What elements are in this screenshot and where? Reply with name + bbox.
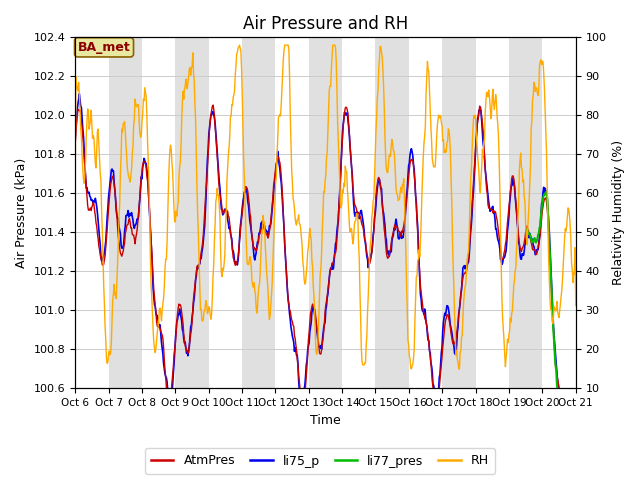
Bar	[576, 37, 609, 388]
AtmPres	[71, 142, 79, 147]
RH	[81, 180, 88, 186]
X-axis label: Time: Time	[310, 414, 341, 427]
li77_pres	[543, 189, 550, 194]
Bar	[109, 37, 142, 388]
li77_pres	[522, 228, 530, 233]
li75_p	[184, 348, 191, 354]
Line: li75_p: li75_p	[75, 94, 576, 480]
li75_p	[76, 91, 83, 96]
AtmPres	[387, 247, 394, 252]
RH	[387, 154, 394, 159]
li75_p	[132, 220, 140, 226]
Bar	[376, 37, 409, 388]
RH	[132, 101, 140, 107]
RH	[182, 84, 190, 89]
Y-axis label: Relativity Humidity (%): Relativity Humidity (%)	[612, 140, 625, 286]
li75_p	[81, 161, 89, 167]
li75_p	[572, 430, 580, 436]
Bar	[442, 37, 476, 388]
Y-axis label: Air Pressure (kPa): Air Pressure (kPa)	[15, 158, 28, 268]
Line: RH: RH	[75, 45, 576, 369]
RH	[572, 303, 580, 309]
Bar	[509, 37, 542, 388]
li75_p	[71, 139, 79, 144]
RH	[401, 221, 409, 227]
li77_pres	[554, 394, 562, 400]
li75_p	[401, 215, 409, 220]
Bar	[242, 37, 275, 388]
Line: li77_pres: li77_pres	[526, 192, 576, 480]
AtmPres	[81, 155, 88, 161]
AtmPres	[401, 214, 409, 220]
RH	[236, 42, 243, 48]
AtmPres	[182, 347, 190, 352]
AtmPres	[209, 102, 217, 108]
li77_pres	[529, 237, 537, 243]
li77_pres	[551, 353, 559, 359]
Line: AtmPres: AtmPres	[75, 105, 576, 480]
RH	[71, 194, 79, 200]
li77_pres	[557, 412, 564, 418]
Title: Air Pressure and RH: Air Pressure and RH	[243, 15, 408, 33]
AtmPres	[572, 440, 580, 445]
li77_pres	[539, 195, 547, 201]
li75_p	[210, 112, 218, 118]
Bar	[308, 37, 342, 388]
li75_p	[387, 248, 394, 253]
Bar	[175, 37, 209, 388]
Text: BA_met: BA_met	[77, 41, 131, 54]
AtmPres	[132, 235, 140, 241]
AtmPres	[210, 106, 218, 112]
RH	[408, 366, 415, 372]
RH	[209, 274, 217, 280]
Legend: AtmPres, li75_p, li77_pres, RH: AtmPres, li75_p, li77_pres, RH	[145, 448, 495, 474]
